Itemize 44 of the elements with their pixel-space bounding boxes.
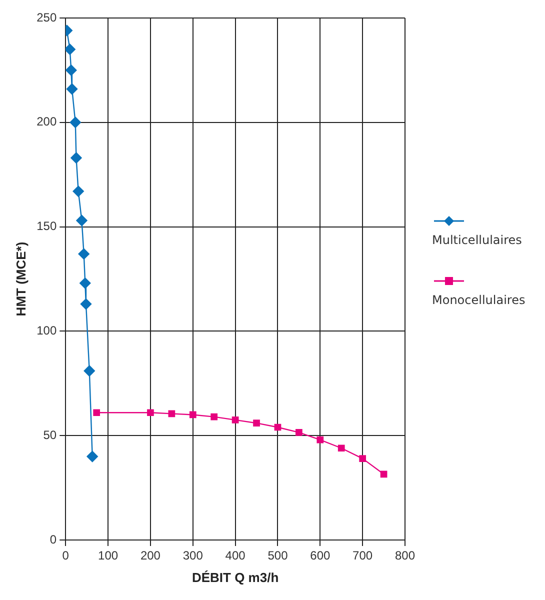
point <box>66 64 77 76</box>
point <box>70 116 81 128</box>
point <box>147 409 154 416</box>
point <box>84 365 95 376</box>
x-tick-label: 700 <box>352 548 373 563</box>
point <box>78 248 90 260</box>
legend-label: Monocellulaires <box>432 293 526 307</box>
point <box>86 450 98 462</box>
x-tick-label: 500 <box>268 548 288 563</box>
x-tick-label: 100 <box>98 548 118 563</box>
point <box>296 429 302 436</box>
legend-label: Multicellulaires <box>432 233 523 247</box>
point <box>168 410 176 418</box>
point <box>72 186 84 197</box>
x-tick-label: 400 <box>225 548 246 563</box>
point <box>380 470 388 478</box>
x-tick-label: 300 <box>182 548 204 563</box>
y-axis-title: HMT (MCE*) <box>13 242 28 316</box>
point <box>210 413 218 420</box>
point <box>66 44 76 55</box>
point <box>338 444 345 452</box>
point <box>274 424 282 431</box>
point <box>66 83 78 95</box>
point <box>80 278 91 289</box>
point <box>80 298 92 310</box>
point <box>70 152 82 164</box>
point <box>93 409 100 416</box>
y-tick-label: 150 <box>36 219 57 234</box>
point <box>189 411 196 418</box>
y-tick-label: 50 <box>43 428 57 442</box>
x-tick-label: 600 <box>310 548 330 563</box>
y-tick-label: 100 <box>36 324 57 338</box>
y-tick-label: 250 <box>36 10 57 24</box>
point <box>316 436 324 444</box>
x-axis-title: DÉBIT Q m3/h <box>192 570 279 585</box>
y-tick-label: 0 <box>50 532 57 546</box>
point <box>232 416 239 424</box>
point <box>76 214 88 226</box>
x-tick-label: 200 <box>140 548 161 563</box>
x-tick-label: 0 <box>62 548 70 563</box>
point <box>253 420 260 426</box>
point <box>359 455 366 462</box>
x-tick-label: 800 <box>394 548 416 563</box>
y-tick-label: 200 <box>36 114 57 129</box>
